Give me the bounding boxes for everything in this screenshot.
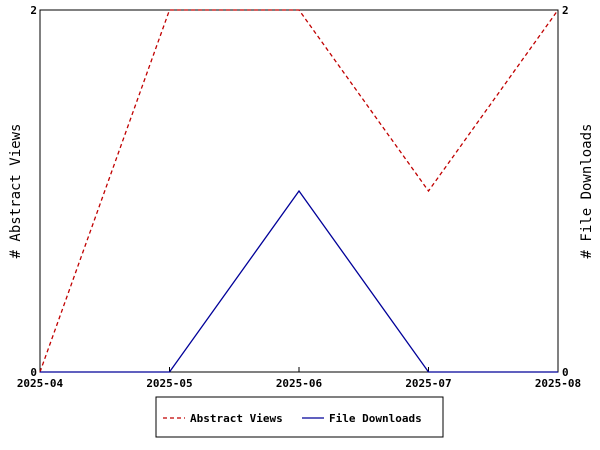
x-axis: 2025-04 2025-05 2025-06 2025-07 2025-08: [17, 367, 581, 390]
legend-box: [155, 396, 444, 438]
x-tick-label: 2025-06: [276, 377, 323, 390]
legend-label-0: Abstract Views: [190, 412, 283, 425]
legend: Abstract Views File Downloads: [155, 396, 444, 438]
y-tick-label: 0: [30, 366, 37, 379]
x-tick-label: 2025-08: [535, 377, 581, 390]
y2-tick-label: 0: [562, 366, 569, 379]
y-axis-label-left: # Abstract Views: [8, 124, 24, 259]
series-line-1: [40, 189, 558, 373]
series-line-0: [39, 9, 559, 373]
y2-tick-label: 2: [562, 4, 569, 17]
series-layer: [39, 9, 559, 373]
x-tick-label: 2025-05: [146, 377, 192, 390]
x-tick-label: 2025-04: [17, 377, 64, 390]
y-tick-label: 2: [30, 4, 37, 17]
x-tick-label: 2025-07: [405, 377, 451, 390]
legend-label-1: File Downloads: [329, 412, 422, 425]
y-axis-label-right: # File Downloads: [579, 124, 595, 259]
